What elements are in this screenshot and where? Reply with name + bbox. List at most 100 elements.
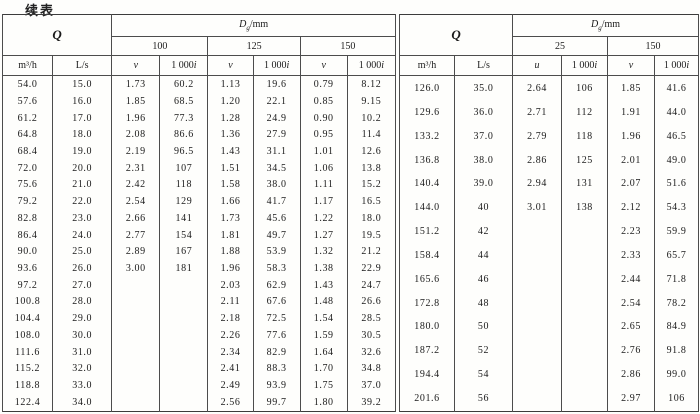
table-cell: 28.0 xyxy=(52,293,113,311)
table-cell: 77.6 xyxy=(252,327,301,344)
table-cell: 2.89 xyxy=(111,243,161,261)
table-cell: 34.0 xyxy=(52,393,113,412)
table-cell xyxy=(399,410,455,412)
table-cell: 37.0 xyxy=(346,377,397,394)
table-cell: 1.66 xyxy=(207,193,254,210)
table-row: 100.8 28.0 2.11 67.6 1.48 26.6 xyxy=(1,293,397,311)
table-cell: 13.8 xyxy=(346,159,397,177)
flow-ls-header: L/s xyxy=(453,55,514,76)
table-cell: 1.59 xyxy=(299,327,348,344)
table-cell: 181 xyxy=(159,260,209,277)
flow-ls-header: L/s xyxy=(52,55,113,76)
table-cell: 44 xyxy=(453,243,514,268)
table-cell xyxy=(111,343,161,361)
table-cell: 12.6 xyxy=(346,143,397,160)
table-cell xyxy=(111,393,161,412)
table-row: 68.4 19.0 2.19 96.5 1.43 31.1 1.01 12.6 xyxy=(1,143,397,160)
table-cell: 2.33 xyxy=(607,243,656,268)
table-cell: 1.64 xyxy=(299,343,348,361)
table-cell: 16.5 xyxy=(346,193,397,210)
gradient-header: 1 000i xyxy=(654,55,700,76)
table-cell: 1.43 xyxy=(207,143,254,160)
table-cell: 88.3 xyxy=(252,360,301,378)
table-cell: 40 xyxy=(453,195,514,220)
table-cell: 65.7 xyxy=(654,243,700,268)
table-cell: 2.03 xyxy=(207,276,254,294)
table-cell: 36.0 xyxy=(453,100,514,125)
table-cell: 31.1 xyxy=(252,143,301,160)
table-cell: 0.79 xyxy=(299,75,348,93)
table-cell: 129 xyxy=(159,193,209,210)
table-cell xyxy=(512,362,563,387)
table-cell: 2.26 xyxy=(207,327,254,344)
table-row: 126.0 35.0 2.64 106 1.85 41.6 xyxy=(399,75,700,101)
table-cell: 2.65 xyxy=(607,315,656,339)
table-row: 136.8 38.0 2.86 125 2.01 49.0 xyxy=(399,148,700,172)
table-cell xyxy=(159,276,209,294)
table-cell: 0.95 xyxy=(299,126,348,144)
table-row: 165.6 46 2.44 71.8 xyxy=(399,267,700,292)
table-cell: 1.11 xyxy=(299,176,348,194)
table-cell: 34.8 xyxy=(346,360,397,378)
table-cell: 1.85 xyxy=(607,75,656,101)
table-cell: 141 xyxy=(159,210,209,227)
table-cell: 1.54 xyxy=(299,310,348,328)
table-cell: 2.86 xyxy=(512,148,563,172)
table-cell xyxy=(512,338,563,363)
table-cell: 29.0 xyxy=(52,310,113,328)
table-row: 82.8 23.0 2.66 141 1.73 45.6 1.22 18.0 xyxy=(1,210,397,227)
table-cell: 1.28 xyxy=(207,109,254,127)
table-cell: 1.17 xyxy=(299,193,348,210)
table-cell: 54 xyxy=(453,362,514,387)
table-cell: 58.3 xyxy=(252,260,301,277)
table-cell: 1.36 xyxy=(207,126,254,144)
table-cell: 38.0 xyxy=(252,176,301,194)
table-cell: 78.2 xyxy=(654,291,700,316)
table-cell: 48 xyxy=(453,291,514,316)
table-cell: 41.6 xyxy=(654,75,700,101)
table-cell: 93.9 xyxy=(252,377,301,394)
table-cell: 21.0 xyxy=(52,176,113,194)
table-cell xyxy=(159,377,209,394)
velocity-header: v xyxy=(207,55,254,76)
table-cell xyxy=(159,327,209,344)
table-cell: 100.8 xyxy=(1,293,54,311)
table-cell: 2.97 xyxy=(607,386,656,411)
table-cell: 2.66 xyxy=(111,210,161,227)
table-cell: 1.91 xyxy=(607,100,656,125)
table-cell: 49.7 xyxy=(252,226,301,244)
table-cell: 49.0 xyxy=(654,148,700,172)
diameter-125-header: 125 xyxy=(207,36,301,56)
table-cell: 19.5 xyxy=(346,226,397,244)
table-cell: 72.0 xyxy=(1,159,54,177)
table-cell: 154 xyxy=(159,226,209,244)
table-cell: 1.13 xyxy=(207,75,254,93)
table-cell: 1.01 xyxy=(299,143,348,160)
table-cell: 180.0 xyxy=(399,315,455,339)
table-cell: 22.0 xyxy=(52,193,113,210)
table-cell: 99.7 xyxy=(252,393,301,412)
table-row: 108.0 30.0 2.26 77.6 1.59 30.5 xyxy=(1,327,397,344)
table-cell xyxy=(512,410,563,412)
table-cell: 1.58 xyxy=(207,176,254,194)
table-cell: 42 xyxy=(453,219,514,244)
table-cell: 125 xyxy=(561,148,609,172)
table-cell: 106 xyxy=(654,386,700,411)
table-cell: 26.6 xyxy=(346,293,397,311)
table-cell: 17.0 xyxy=(52,109,113,127)
flow-m3h-header: m³/h xyxy=(1,55,54,76)
table-row: 172.8 48 2.54 78.2 xyxy=(399,291,700,316)
q-symbol: Q xyxy=(451,27,461,42)
table-cell: 84.9 xyxy=(654,315,700,339)
table-cell xyxy=(111,310,161,328)
table-cell: 27.0 xyxy=(52,276,113,294)
table-cell: 31.0 xyxy=(52,343,113,361)
table-cell xyxy=(561,386,609,411)
table-cell: 167 xyxy=(159,243,209,261)
table-cell: 82.8 xyxy=(1,210,54,227)
table-cell: 19.0 xyxy=(52,143,113,160)
table-cell: 19.6 xyxy=(252,75,301,93)
table-cell: 151.2 xyxy=(399,219,455,244)
table-cell xyxy=(159,393,209,412)
table-cell: 18.0 xyxy=(52,126,113,144)
